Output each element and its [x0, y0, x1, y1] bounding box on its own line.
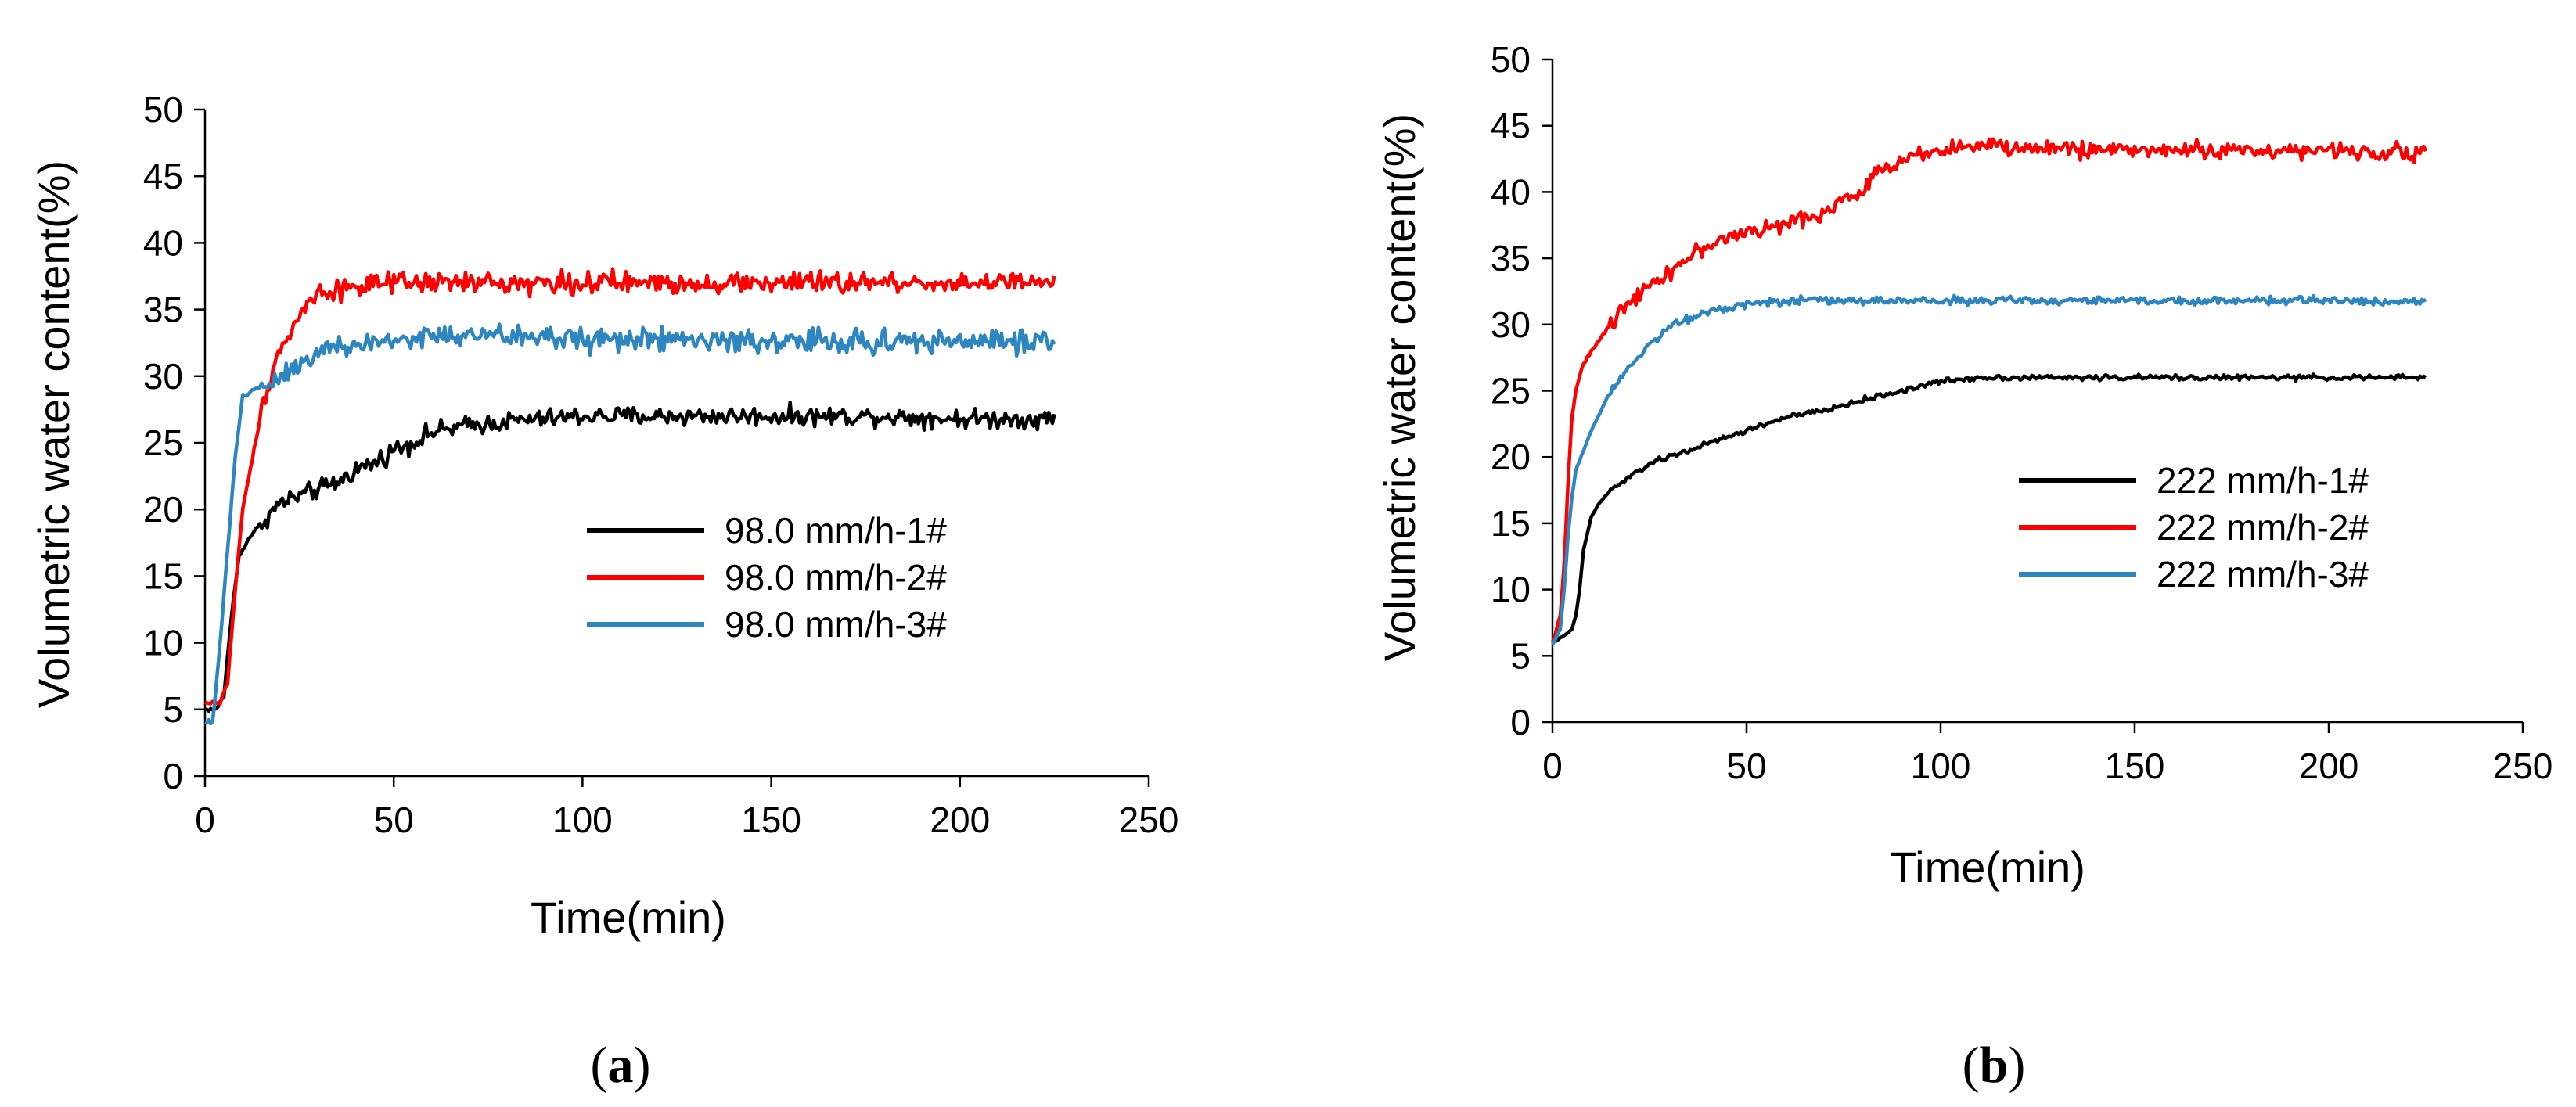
- y-tick-label: 35: [1491, 238, 1531, 279]
- y-tick-label: 25: [143, 422, 183, 463]
- legend-a: 98.0 mm/h-1# 98.0 mm/h-2# 98.0 mm/h-3#: [587, 510, 947, 645]
- y-tick-label: 15: [143, 555, 183, 596]
- panel-caption-a: (a): [591, 1037, 651, 1094]
- y-tick-label: 40: [1491, 171, 1531, 212]
- legend-label-3: 222 mm/h-3#: [2157, 554, 2369, 595]
- y-tick-label: 50: [143, 89, 183, 130]
- panel-caption-letter-b: b: [1980, 1037, 2009, 1094]
- panel-caption-letter-a: a: [608, 1037, 634, 1094]
- panel-caption-b: (b): [1963, 1037, 2026, 1094]
- series-line-2: [1550, 137, 2428, 643]
- y-axis-label-b: Volumetric water content(%): [1375, 113, 1424, 661]
- y-tick-label: 5: [1510, 635, 1531, 676]
- y-tick-label: 45: [143, 156, 183, 196]
- y-tick-label: 10: [143, 623, 183, 663]
- y-tick-label: 30: [143, 356, 183, 397]
- legend-label-1: 98.0 mm/h-1#: [725, 510, 947, 551]
- x-tick-label: 100: [1911, 746, 1971, 786]
- y-tick-label: 30: [1491, 304, 1531, 345]
- x-axis-label-a: Time(min): [531, 893, 726, 942]
- y-tick-label: 25: [1491, 371, 1531, 412]
- x-tick-label: 250: [1119, 800, 1179, 840]
- series-lines-b: [1550, 137, 2428, 646]
- chart-panel-b: 0 5 10 15 20 25 30 35 40 45 50 0 50 100 150 200 250 Time…: [1375, 39, 2553, 1094]
- series-lines-a: [204, 267, 1056, 726]
- x-tick-label: 200: [2299, 746, 2359, 786]
- y-tick-label: 0: [163, 756, 183, 796]
- y-axis-label-a: Volumetric water content(%): [29, 160, 78, 708]
- x-tick-label: 50: [374, 800, 414, 840]
- legend-label-2: 222 mm/h-2#: [2157, 507, 2369, 548]
- x-tick-label: 0: [195, 800, 215, 840]
- y-tick-label: 5: [163, 689, 183, 730]
- tick-labels-a: 0 5 10 15 20 25 30 35 40 45 50 0 50 100 150 200 250: [143, 89, 1179, 840]
- y-tick-label: 35: [143, 289, 183, 330]
- series-line-3: [1551, 293, 2427, 646]
- legend-b: 222 mm/h-1# 222 mm/h-2# 222 mm/h-3#: [2019, 460, 2369, 595]
- x-tick-label: 50: [1726, 746, 1766, 786]
- legend-label-2: 98.0 mm/h-2#: [725, 557, 947, 598]
- x-tick-label: 150: [741, 800, 801, 840]
- x-tick-label: 0: [1542, 746, 1563, 786]
- y-tick-label: 20: [1491, 437, 1531, 477]
- x-tick-label: 100: [552, 800, 613, 840]
- series-line-2: [204, 267, 1056, 706]
- axes-a: [194, 108, 1150, 787]
- y-tick-label: 40: [143, 222, 183, 263]
- series-line-1: [1551, 372, 2427, 645]
- tick-labels-b: 0 5 10 15 20 25 30 35 40 45 50 0 50 100 150 200 250: [1491, 39, 2553, 786]
- chart-panel-a: 0 5 10 15 20 25 30 35 40 45 50 0 50 100 150 200 250 Time…: [29, 89, 1178, 1094]
- x-axis-label-b: Time(min): [1890, 843, 2085, 892]
- y-tick-label: 50: [1491, 39, 1531, 80]
- series-line-3: [204, 322, 1056, 726]
- x-tick-label: 150: [2105, 746, 2165, 786]
- y-tick-label: 45: [1491, 106, 1531, 146]
- legend-label-3: 98.0 mm/h-3#: [725, 604, 947, 645]
- x-tick-label: 200: [930, 800, 990, 840]
- axes-b: [1542, 58, 2524, 733]
- x-tick-label: 250: [2493, 746, 2553, 786]
- y-tick-label: 0: [1510, 702, 1531, 742]
- y-tick-label: 20: [143, 489, 183, 530]
- y-tick-label: 10: [1491, 570, 1531, 610]
- legend-label-1: 222 mm/h-1#: [2157, 460, 2369, 501]
- y-tick-label: 15: [1491, 503, 1531, 544]
- series-line-1: [204, 401, 1056, 713]
